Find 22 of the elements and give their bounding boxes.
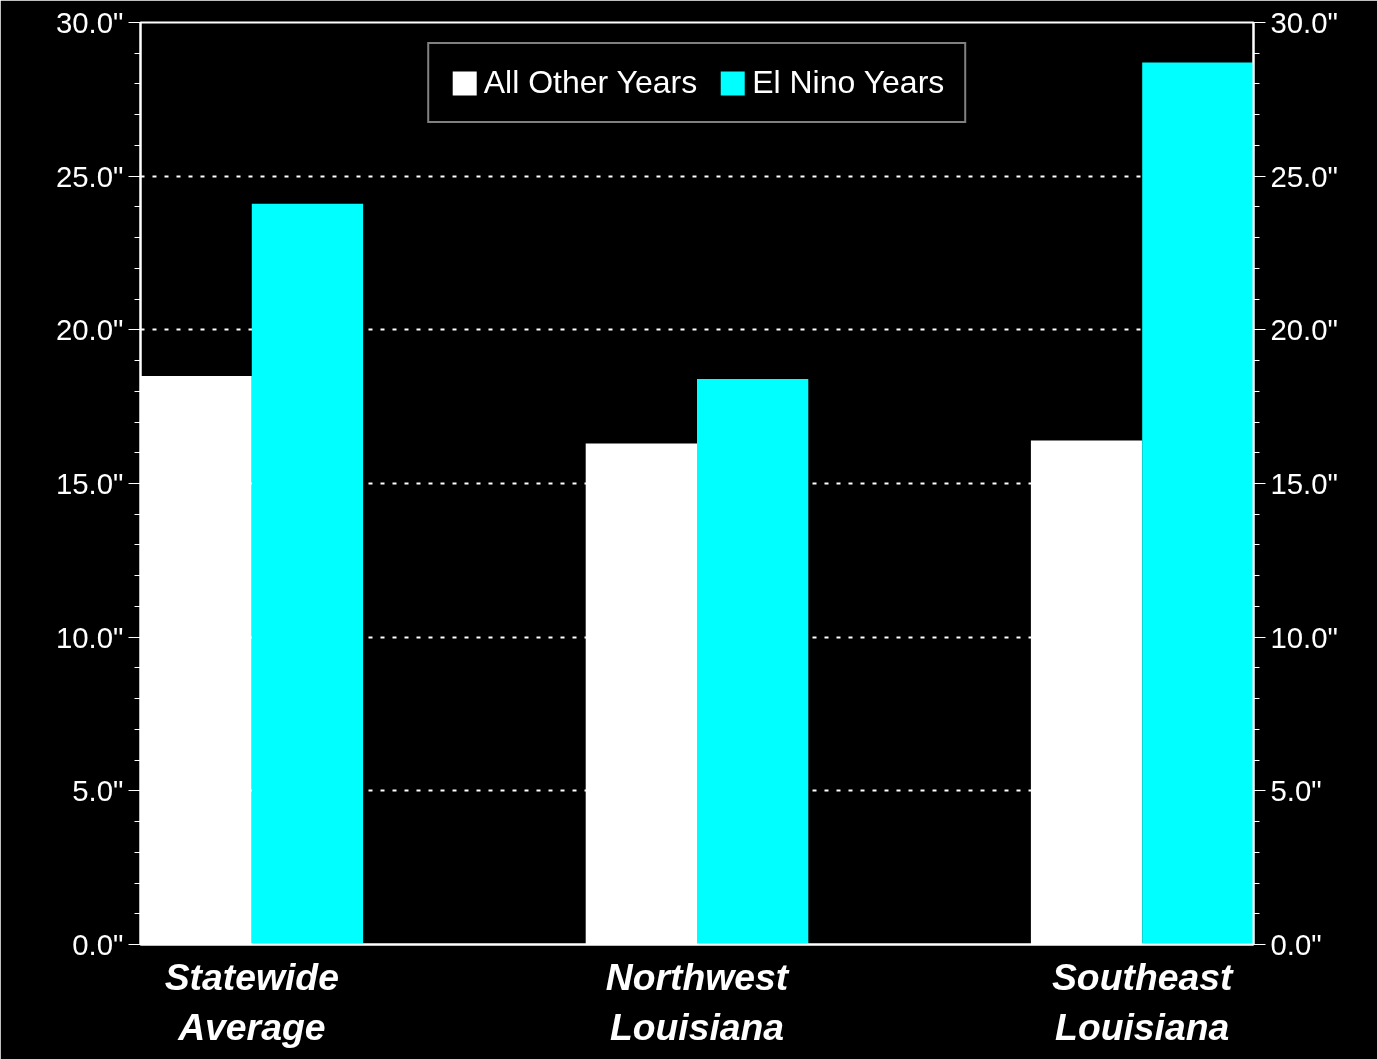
y2-tick-label: 5.0" — [1270, 774, 1322, 808]
legend-label: All Other Years — [483, 64, 698, 101]
y-tick-label: 5.0" — [72, 774, 124, 808]
legend-label: El Nino Years — [752, 64, 945, 101]
y-tick-label: 25.0" — [56, 159, 124, 193]
bar — [1142, 62, 1254, 945]
y2-tick-label: 20.0" — [1270, 313, 1338, 347]
x-tick-label: Southeast Louisiana — [1051, 955, 1234, 1048]
bar — [697, 379, 809, 945]
y-tick-label: 20.0" — [56, 313, 124, 347]
x-tick-label: Northwest Louisiana — [605, 955, 790, 1048]
x-tick-label: Statewide Average — [164, 955, 339, 1048]
y-tick-label: 10.0" — [56, 620, 124, 654]
y2-tick-label: 15.0" — [1270, 467, 1338, 500]
y2-tick-label: 30.0" — [1270, 6, 1338, 39]
y-tick-label: 0.0" — [72, 928, 124, 961]
y2-tick-label: 0.0" — [1270, 928, 1322, 961]
y-tick-label: 30.0" — [56, 6, 124, 39]
y2-tick-label: 25.0" — [1270, 159, 1338, 193]
y2-tick-label: 10.0" — [1270, 620, 1338, 654]
bar — [251, 203, 364, 945]
y-tick-label: 15.0" — [56, 467, 124, 500]
